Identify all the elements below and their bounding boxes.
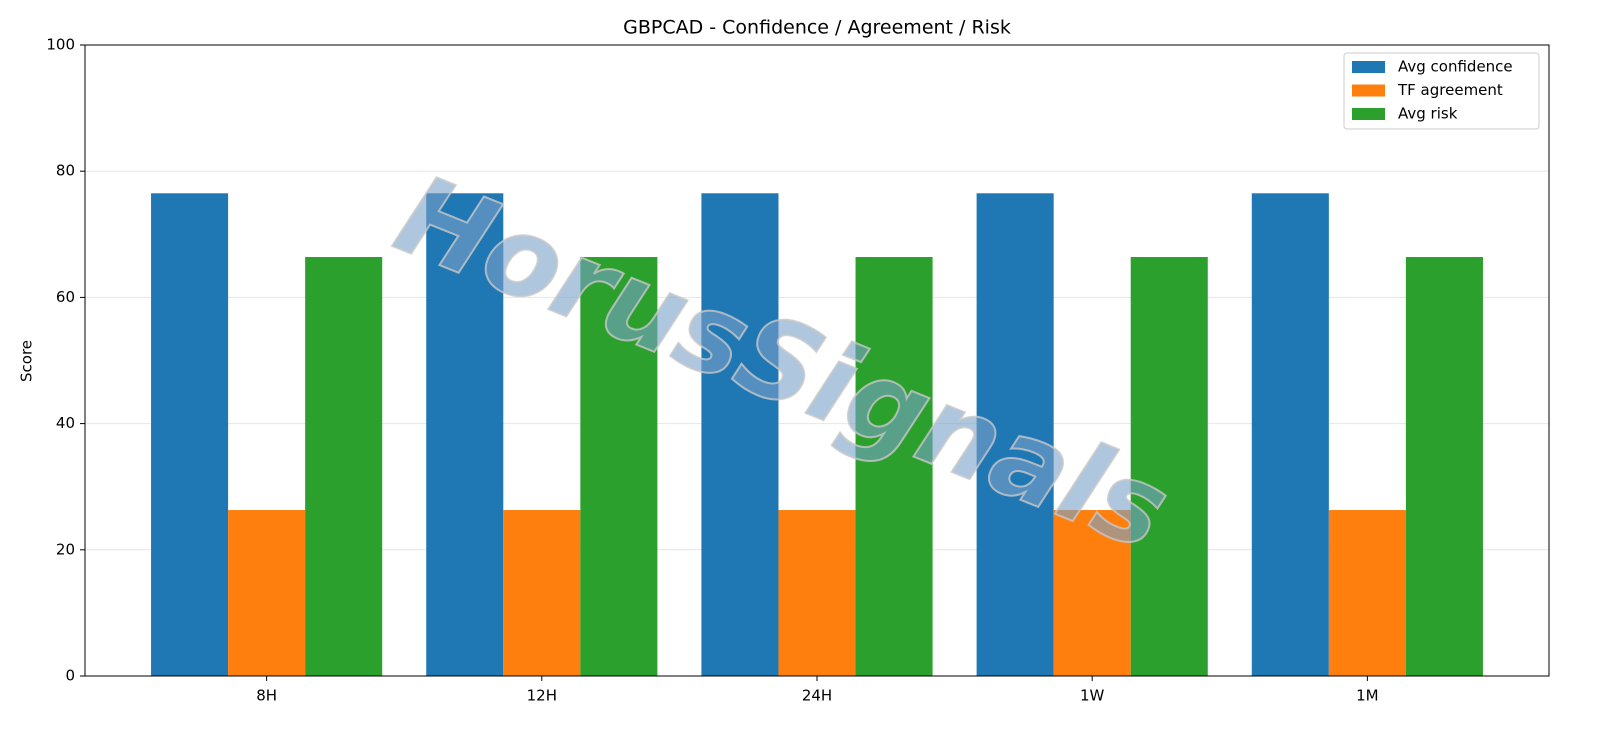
chart-title: GBPCAD - Confidence / Agreement / Risk xyxy=(623,17,1011,39)
bar xyxy=(151,193,229,676)
bar xyxy=(701,193,779,676)
x-tick-label: 24H xyxy=(802,687,832,705)
x-tick-label: 1W xyxy=(1080,687,1105,705)
bar xyxy=(1130,257,1208,676)
bar xyxy=(1251,193,1329,676)
bar xyxy=(1328,510,1406,676)
legend-label: Avg confidence xyxy=(1398,58,1513,76)
y-tick-label: 40 xyxy=(56,414,75,432)
y-tick-label: 60 xyxy=(56,288,75,306)
bar xyxy=(1405,257,1483,676)
x-tick-label: 8H xyxy=(256,687,277,705)
y-axis-label: Score xyxy=(18,340,36,382)
bar xyxy=(778,510,856,676)
legend-swatch xyxy=(1352,108,1385,120)
bar xyxy=(855,257,933,676)
plot-frame xyxy=(84,44,1550,677)
bar xyxy=(228,510,306,676)
bar xyxy=(426,193,504,676)
bar xyxy=(305,257,383,676)
y-tick-label: 100 xyxy=(46,36,75,54)
y-tick-label: 80 xyxy=(56,162,75,180)
legend-box xyxy=(1343,52,1540,130)
x-tick-label: 1M xyxy=(1356,687,1379,705)
bar xyxy=(503,510,581,676)
y-tick-label: 0 xyxy=(65,667,75,685)
bar xyxy=(1053,510,1131,676)
bar xyxy=(580,257,658,676)
bar xyxy=(976,193,1054,676)
legend-swatch xyxy=(1352,84,1385,97)
legend-label: TF agreement xyxy=(1397,81,1503,99)
y-tick-label: 20 xyxy=(56,540,75,558)
legend-swatch xyxy=(1352,61,1385,73)
x-tick-label: 12H xyxy=(527,687,557,705)
legend-label: Avg risk xyxy=(1398,105,1458,123)
